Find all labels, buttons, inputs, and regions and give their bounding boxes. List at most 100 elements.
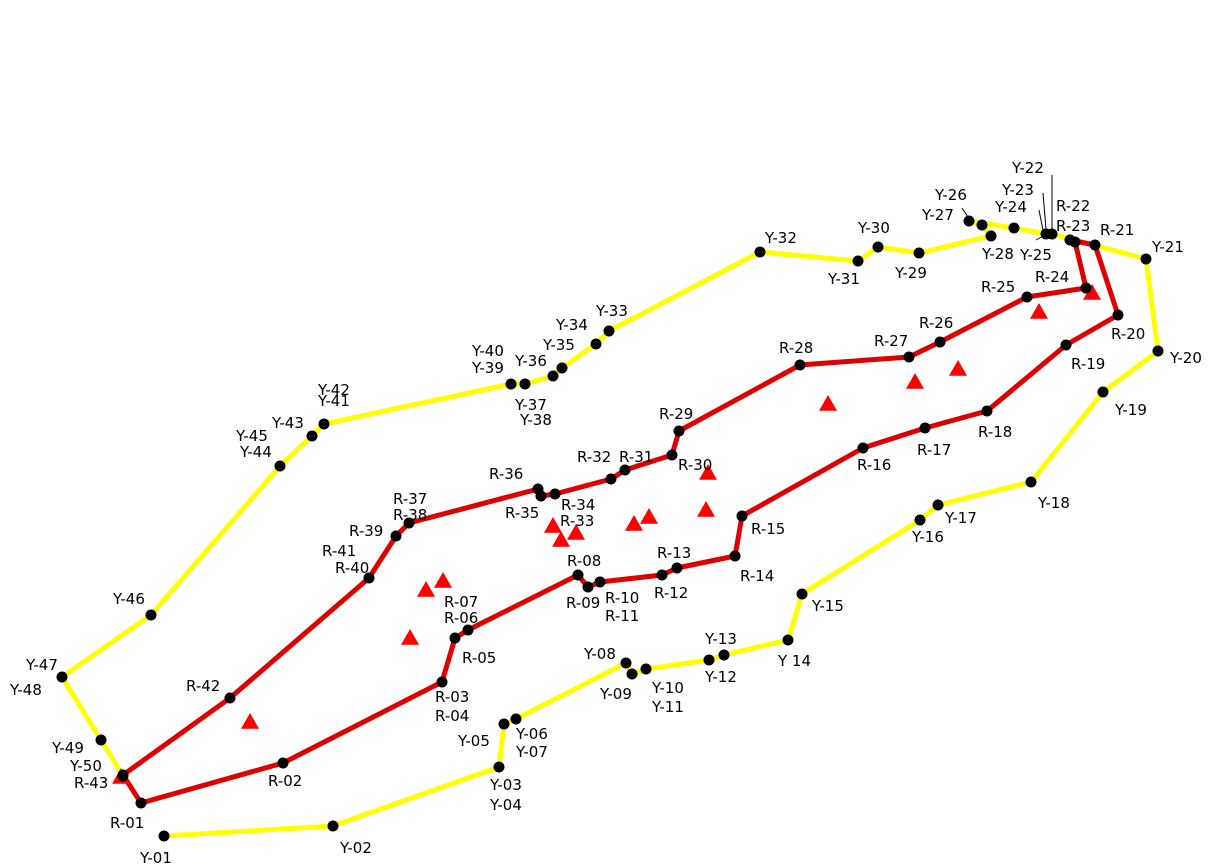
point-label-y-05: Y-05: [457, 732, 490, 750]
yellow-route-point-y-44: [274, 460, 286, 472]
yellow-route-point-y-17: [932, 499, 944, 511]
point-label-r-14: R-14: [740, 567, 774, 585]
label-leader-line-2: [1042, 192, 1047, 230]
point-label-y-11: Y-11: [651, 698, 684, 716]
red-route-point-r-10: [594, 576, 606, 588]
point-label-r-08: R-08: [567, 552, 601, 570]
red-route-segment-r-27-to-r-28: [797, 354, 912, 368]
point-label-y-38: Y-38: [519, 411, 552, 429]
point-label-r-34: R-34: [561, 496, 595, 514]
red-route-point-r-36: [403, 517, 415, 529]
red-route-point-r-03: [436, 676, 448, 688]
yellow-route-segment-y-47-to-y-49: [59, 674, 104, 743]
point-label-y-15: Y-15: [811, 597, 844, 615]
red-triangle-marker-5: [819, 395, 837, 411]
point-label-y-12: Y-12: [704, 668, 737, 686]
point-label-y-47: Y-47: [25, 656, 58, 674]
yellow-route-point-y-03: [493, 761, 505, 773]
red-route-point-r-31: [619, 464, 631, 476]
red-route-point-r-14: [729, 550, 741, 562]
yellow-route-segment-y-17-to-y-18: [935, 479, 1034, 508]
yellow-route-segment-y-31-to-y-32: [757, 249, 861, 264]
yellow-route-segment-y-01-to-y-02: [161, 823, 336, 839]
red-route-segment-r-01-to-r-02: [138, 760, 286, 806]
point-label-r-38: R-38: [393, 506, 427, 524]
red-route-point-r-28: [794, 359, 806, 371]
red-triangle-marker-13: [434, 572, 452, 588]
yellow-route-point-y-16: [914, 514, 926, 526]
point-label-y-08: Y-08: [583, 645, 616, 663]
point-label-r-20: R-20: [1111, 325, 1145, 343]
red-route-point-r-30: [666, 449, 678, 461]
red-route-segment-r-30-to-r-31: [622, 452, 675, 473]
point-label-r-28: R-28: [779, 339, 813, 357]
point-label-r-22: R-22: [1056, 197, 1090, 215]
point-label-r-04: R-04: [435, 707, 469, 725]
red-triangle-marker-10: [567, 524, 585, 540]
red-triangle-marker-3: [949, 360, 967, 376]
yellow-route-point-y-28: [985, 230, 997, 242]
point-label-r-32: R-32: [577, 448, 611, 466]
point-label-y-07: Y-07: [515, 743, 548, 761]
point-label-y-19: Y-19: [1114, 401, 1147, 419]
red-route-segment-r-42-to-r-43: [120, 695, 233, 778]
red-route-point-r-32: [605, 473, 617, 485]
yellow-route-point-y-23: [1040, 228, 1052, 240]
yellow-route-point-y-24: [1008, 222, 1020, 234]
red-route-point-r-26: [934, 336, 946, 348]
yellow-route-segment-y-44-to-y-46: [148, 463, 283, 618]
red-route-segment-r-15-to-r-16: [739, 445, 866, 519]
point-label-r-31: R-31: [619, 448, 653, 466]
red-route-segment-r-03-to-r-05: [439, 635, 458, 685]
point-label-y-14: Y 14: [777, 652, 811, 670]
red-route-point-r-01: [135, 797, 147, 809]
yellow-route-point-y-12: [703, 654, 715, 666]
yellow-route-segment-y-13-to-y-14: [721, 637, 791, 658]
red-route-segment-r-37-to-r-40: [366, 533, 399, 581]
point-label-y-26: Y-26: [934, 186, 967, 204]
point-label-r-30: R-30: [678, 456, 712, 474]
red-route-segment-r-32-to-r-33: [552, 476, 614, 497]
yellow-route-segment-y-49-to-y-50: [98, 737, 126, 779]
red-route-segment-r-14-to-r-15: [732, 513, 745, 559]
point-label-r-29: R-29: [659, 405, 693, 423]
red-triangle-marker-11: [552, 531, 570, 547]
red-route-point-r-12: [656, 569, 668, 581]
point-label-r-36: R-36: [489, 465, 523, 483]
red-triangle-marker-2: [1030, 303, 1048, 319]
yellow-route-segment-y-10-to-y-12: [643, 657, 712, 672]
point-label-r-23: R-23: [1056, 217, 1090, 235]
red-triangle-marker-14: [417, 581, 435, 597]
yellow-route-segment-y-06-to-y-08: [513, 660, 629, 722]
yellow-route-point-y-47: [56, 671, 68, 683]
red-route: [120, 237, 1121, 806]
point-label-r-21: R-21: [1100, 221, 1134, 239]
point-label-r-24: R-24: [1035, 268, 1069, 286]
yellow-route-point-y-13: [718, 649, 730, 661]
red-route-point-r-24: [1080, 282, 1092, 294]
yellow-route-segment-y-19-to-y-20: [1100, 348, 1161, 395]
red-triangle-marker-4: [906, 373, 924, 389]
point-label-y-30: Y-30: [857, 219, 890, 237]
yellow-route-point-y-06: [510, 713, 522, 725]
yellow-route-point-y-15: [796, 588, 808, 600]
red-triangle-marker-12: [544, 517, 562, 533]
yellow-route-point-y-01: [158, 830, 170, 842]
point-label-y-42: Y-42: [317, 381, 350, 399]
red-route-point-r-15: [736, 510, 748, 522]
point-label-y-16: Y-16: [911, 528, 944, 546]
yellow-route-point-y-05: [498, 718, 510, 730]
point-label-y-17: Y-17: [944, 509, 977, 527]
point-label-r-43: R-43: [74, 774, 108, 792]
red-route-point-r-40: [363, 572, 375, 584]
yellow-route-point-y-26: [963, 215, 975, 227]
yellow-route-point-y-49: [95, 734, 107, 746]
red-route-point-r-21: [1089, 239, 1101, 251]
red-triangle-marker-7: [697, 501, 715, 517]
yellow-route-point-y-20: [1152, 345, 1164, 357]
red-route-point-r-29: [673, 425, 685, 437]
point-label-y-28: Y-28: [981, 245, 1014, 263]
point-label-r-18: R-18: [978, 423, 1012, 441]
